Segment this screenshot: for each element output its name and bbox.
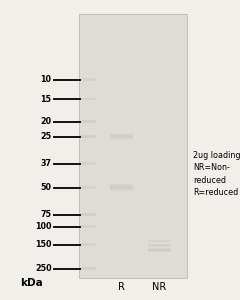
Text: 75: 75 (41, 210, 52, 219)
Text: NR: NR (152, 281, 167, 292)
Text: 150: 150 (35, 240, 52, 249)
Text: R: R (118, 281, 125, 292)
Text: 10: 10 (41, 75, 52, 84)
Text: kDa: kDa (20, 278, 42, 289)
Text: 25: 25 (41, 132, 52, 141)
Text: 2ug loading
NR=Non-
reduced
R=reduced: 2ug loading NR=Non- reduced R=reduced (193, 151, 240, 197)
Text: 20: 20 (41, 117, 52, 126)
Text: 37: 37 (41, 159, 52, 168)
Text: 15: 15 (41, 94, 52, 103)
Text: 50: 50 (41, 183, 52, 192)
Bar (79, 14, 187, 278)
Text: 250: 250 (35, 264, 52, 273)
Text: 100: 100 (35, 222, 52, 231)
